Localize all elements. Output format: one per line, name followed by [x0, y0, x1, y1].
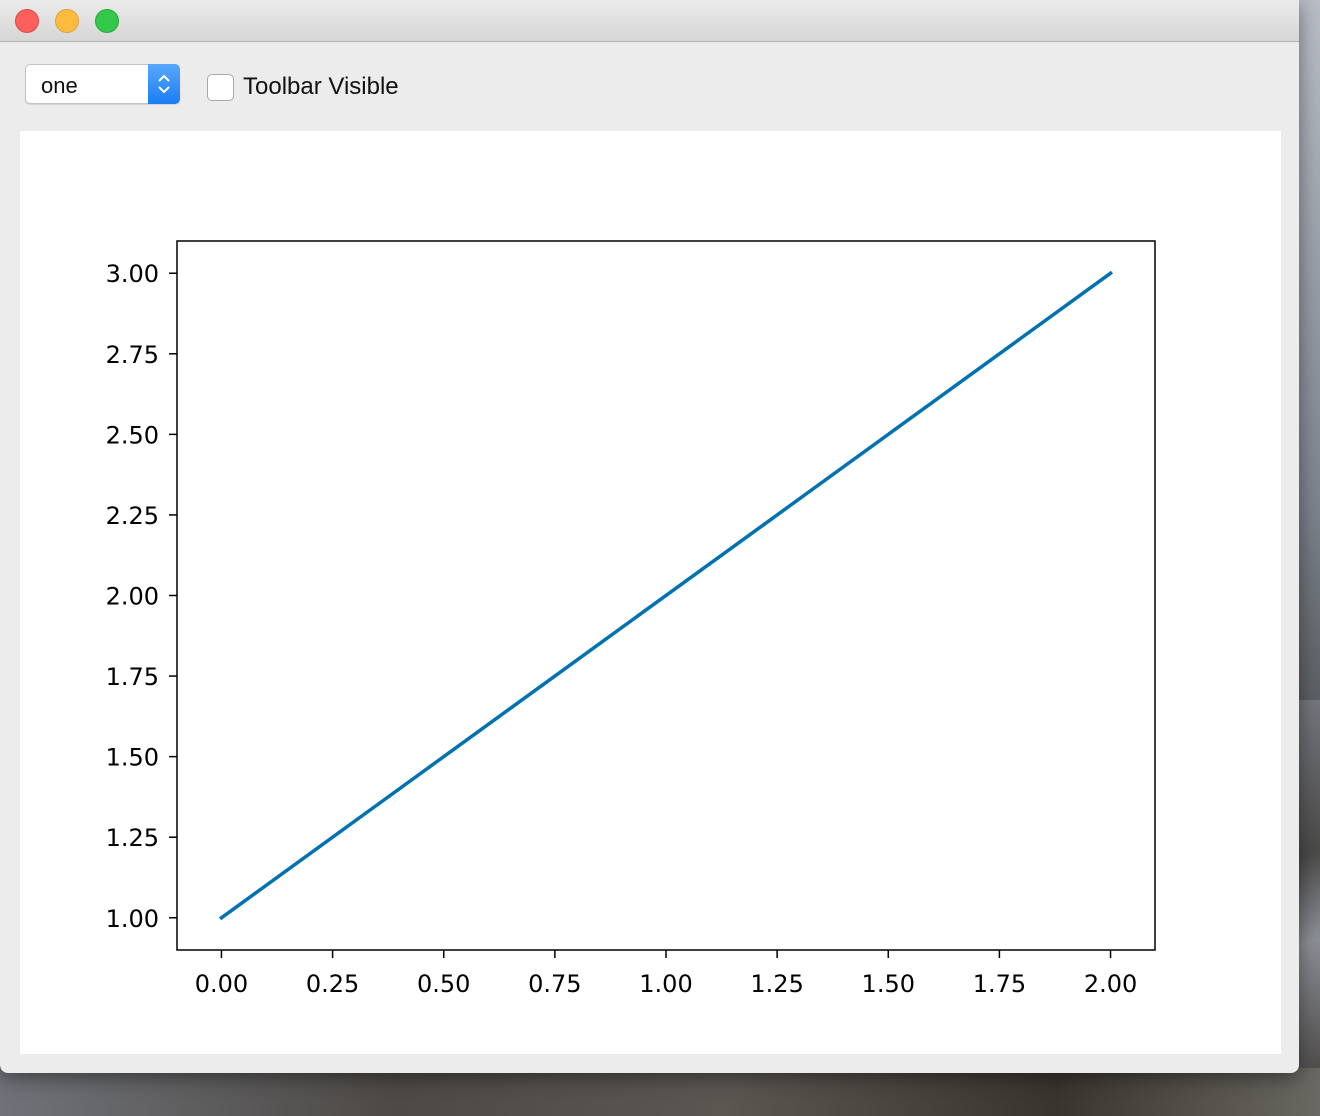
title-bar[interactable] — [0, 0, 1299, 42]
app-window: one Toolbar Visible 0.00 0.25 0.50 0.75 1.00… — [0, 0, 1299, 1073]
zoom-window-button[interactable] — [95, 9, 119, 33]
y-tick-label: 2.75 — [106, 341, 159, 369]
x-tick-label: 1.75 — [973, 970, 1026, 998]
toolbar-visible-checkbox[interactable] — [207, 74, 234, 101]
figure-selector-combobox[interactable]: one — [25, 64, 180, 104]
x-tick-label: 0.00 — [195, 970, 248, 998]
series-layer — [219, 270, 1113, 921]
series-line — [219, 270, 1113, 921]
y-tick-label: 2.50 — [106, 421, 159, 449]
x-axis-ticks: 0.00 0.25 0.50 0.75 1.00 1.25 1.50 1.75 2.00 — [195, 950, 1137, 998]
desktop-background-ground — [0, 1068, 1320, 1116]
minimize-window-button[interactable] — [55, 9, 79, 33]
plot-canvas[interactable]: 0.00 0.25 0.50 0.75 1.00 1.25 1.50 1.75 2.00 1.0… — [20, 131, 1281, 1054]
close-window-button[interactable] — [15, 9, 39, 33]
y-tick-label: 2.25 — [106, 502, 159, 530]
y-tick-label: 2.00 — [106, 583, 159, 611]
y-axis-ticks: 1.00 1.25 1.50 1.75 2.00 2.25 2.50 2.75 3.00 — [106, 260, 177, 933]
y-tick-label: 1.75 — [106, 663, 159, 691]
combobox-value: one — [41, 73, 78, 98]
x-tick-label: 0.50 — [417, 970, 470, 998]
x-tick-label: 1.00 — [639, 970, 692, 998]
y-tick-label: 1.00 — [106, 905, 159, 933]
y-tick-label: 1.25 — [106, 824, 159, 852]
y-tick-label: 1.50 — [106, 744, 159, 772]
x-tick-label: 1.25 — [750, 970, 803, 998]
y-tick-label: 3.00 — [106, 260, 159, 288]
line-chart: 0.00 0.25 0.50 0.75 1.00 1.25 1.50 1.75 2.00 1.0… — [106, 240, 1156, 998]
x-tick-label: 1.50 — [862, 970, 915, 998]
x-tick-label: 0.25 — [306, 970, 359, 998]
x-tick-label: 2.00 — [1084, 970, 1137, 998]
x-tick-label: 0.75 — [528, 970, 581, 998]
up-down-arrows-icon — [148, 64, 180, 104]
toolbar-visible-label: Toolbar Visible — [243, 73, 399, 100]
